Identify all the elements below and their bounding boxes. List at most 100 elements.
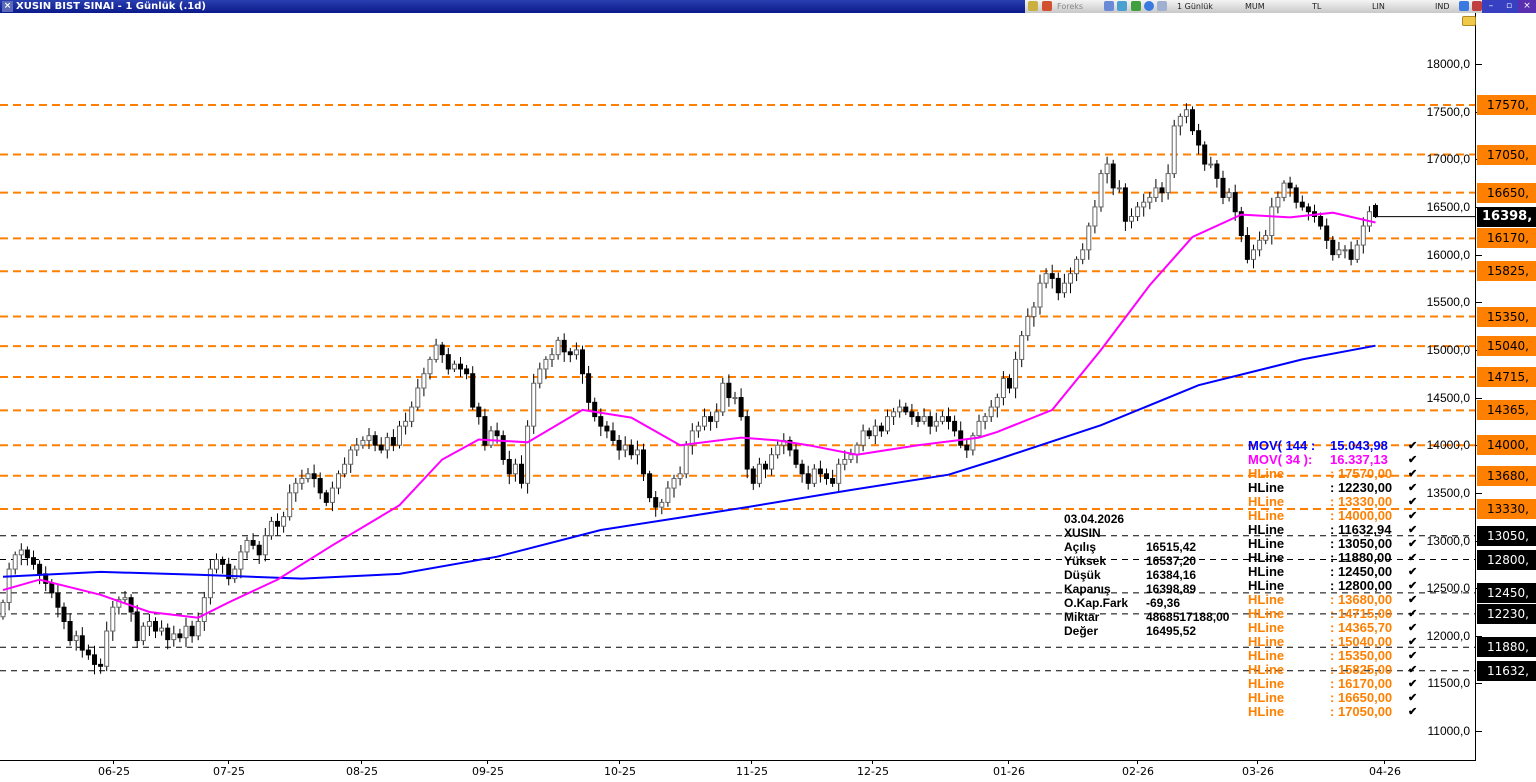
legend-name: HLine <box>1248 676 1285 691</box>
calendar-icon[interactable] <box>1117 1 1127 11</box>
candle-down <box>946 416 951 422</box>
candle-up <box>842 458 848 465</box>
checkmark-icon[interactable]: ✔ <box>1408 706 1418 718</box>
candle-down <box>311 473 317 480</box>
hline-price-label: 17570, <box>1477 94 1536 115</box>
legend-item[interactable]: HLine: 11880,00 ✔ <box>1248 551 1417 565</box>
chart-style-button[interactable]: MUM <box>1245 2 1265 11</box>
checkmark-icon[interactable]: ✔ <box>1408 454 1418 466</box>
legend-item[interactable]: HLine: 17570,00 ✔ <box>1248 467 1417 481</box>
candle-up <box>939 416 945 422</box>
checkmark-icon[interactable]: ✔ <box>1408 468 1418 480</box>
indicator-icon[interactable] <box>1157 1 1167 11</box>
legend-item[interactable]: HLine: 14000,00 ✔ <box>1248 509 1417 523</box>
checkmark-icon[interactable]: ✔ <box>1408 510 1418 522</box>
layout-icon[interactable] <box>1028 1 1038 11</box>
candle-down <box>372 435 378 446</box>
legend-item[interactable]: HLine: 12230,00 ✔ <box>1248 481 1417 495</box>
candle-up <box>982 416 988 422</box>
checkmark-icon[interactable]: ✔ <box>1408 664 1418 676</box>
price-chart[interactable] <box>0 13 1475 763</box>
candle-up <box>1257 239 1263 251</box>
candle-down <box>726 382 732 399</box>
legend-item[interactable]: HLine: 13050,00 ✔ <box>1248 537 1417 551</box>
y-tick-label: 18000,0 <box>1426 57 1470 71</box>
candle-up <box>262 535 268 556</box>
candle-down <box>616 439 622 451</box>
legend-item[interactable]: HLine: 13680,00 ✔ <box>1248 593 1417 607</box>
legend-item[interactable]: HLine: 17050,00 ✔ <box>1248 705 1417 719</box>
legend-item[interactable]: HLine: 12800,00 ✔ <box>1248 579 1417 593</box>
legend-item[interactable]: HLine: 12450,00 ✔ <box>1248 565 1417 579</box>
candle-up <box>1208 163 1214 166</box>
candle-down <box>37 563 43 575</box>
x-tick-mark <box>872 760 873 764</box>
legend-item[interactable]: HLine: 16650,00 ✔ <box>1248 691 1417 705</box>
pencil-icon[interactable] <box>1131 1 1141 11</box>
legend-item[interactable]: HLine: 13330,00 ✔ <box>1248 495 1417 509</box>
candle-up <box>976 420 982 437</box>
candle-up <box>207 568 213 599</box>
candle-down <box>964 444 970 451</box>
candle-down <box>1330 239 1336 256</box>
candle-up <box>329 487 335 503</box>
checkmark-icon[interactable]: ✔ <box>1408 650 1418 662</box>
candle-up <box>1129 215 1134 222</box>
checkmark-icon[interactable]: ✔ <box>1408 440 1418 452</box>
book-icon[interactable] <box>1462 16 1476 26</box>
x-tick-mark <box>113 760 114 764</box>
legend-item[interactable]: HLine: 14365,70 ✔ <box>1248 621 1417 635</box>
y-tick-label: 11000,0 <box>1427 724 1471 739</box>
y-tick-label: 13500,0 <box>1426 485 1470 500</box>
y-tick-label: 12500,0 <box>1426 581 1470 596</box>
period-button[interactable]: 1 Günlük <box>1177 2 1213 11</box>
legend-item[interactable]: HLine: 15825,00 ✔ <box>1248 663 1417 677</box>
candle-up <box>970 435 976 451</box>
checkmark-icon[interactable]: ✔ <box>1408 622 1418 634</box>
arrow-icon[interactable] <box>1459 1 1469 11</box>
checkmark-icon[interactable]: ✔ <box>1408 692 1418 704</box>
candle-down <box>61 606 67 623</box>
checkmark-icon[interactable]: ✔ <box>1408 552 1418 564</box>
legend-item[interactable]: HLine: 14715,00 ✔ <box>1248 607 1417 621</box>
checkmark-icon[interactable]: ✔ <box>1408 566 1418 578</box>
legend-item[interactable]: HLine: 15350,00 ✔ <box>1248 649 1417 663</box>
checkmark-icon[interactable]: ✔ <box>1408 608 1418 620</box>
checkmark-icon[interactable]: ✔ <box>1408 496 1418 508</box>
move-icon[interactable] <box>1144 1 1154 11</box>
template-icon[interactable] <box>1042 1 1052 11</box>
close-button[interactable]: × <box>1518 0 1536 13</box>
checkmark-icon[interactable]: ✔ <box>1408 594 1418 606</box>
scale-button[interactable]: LIN <box>1372 2 1385 11</box>
candle-down <box>79 635 85 651</box>
info-value: -69,36 <box>1146 596 1181 610</box>
x-tick-label: 03-26 <box>1242 765 1274 778</box>
close-chart-icon[interactable]: × <box>2 1 13 12</box>
candle-up <box>1171 125 1177 175</box>
indicators-button[interactable]: IND <box>1435 2 1450 11</box>
grid-icon[interactable] <box>1104 1 1114 11</box>
minimize-button[interactable]: – <box>1482 0 1500 13</box>
restore-button[interactable]: ▫ <box>1500 0 1518 13</box>
x-tick-label: 02-26 <box>1122 765 1154 778</box>
tools-icon[interactable] <box>1472 1 1482 11</box>
hline-price-label: 13680, <box>1477 465 1536 486</box>
candle-down <box>189 625 195 637</box>
checkmark-icon[interactable]: ✔ <box>1408 482 1418 494</box>
x-tick-mark <box>619 760 620 764</box>
candle-up <box>1074 258 1080 275</box>
legend-item[interactable]: HLine: 11632,94 ✔ <box>1248 523 1417 537</box>
checkmark-icon[interactable]: ✔ <box>1408 538 1418 550</box>
legend-item[interactable]: HLine: 15040,00 ✔ <box>1248 635 1417 649</box>
legend-item[interactable]: MOV( 144 : 15.043,98 ✔ <box>1248 439 1417 453</box>
currency-button[interactable]: TL <box>1312 2 1322 11</box>
checkmark-icon[interactable]: ✔ <box>1408 580 1418 592</box>
legend-item[interactable]: HLine: 16170,00 ✔ <box>1248 677 1417 691</box>
checkmark-icon[interactable]: ✔ <box>1408 524 1418 536</box>
legend-item[interactable]: MOV( 34 ): 16.337,13 ✔ <box>1248 453 1417 467</box>
candle-up <box>1183 109 1189 117</box>
legend-value: : 11632,94 <box>1330 522 1392 537</box>
candle-up <box>836 463 842 484</box>
checkmark-icon[interactable]: ✔ <box>1408 678 1418 690</box>
checkmark-icon[interactable]: ✔ <box>1408 636 1418 648</box>
